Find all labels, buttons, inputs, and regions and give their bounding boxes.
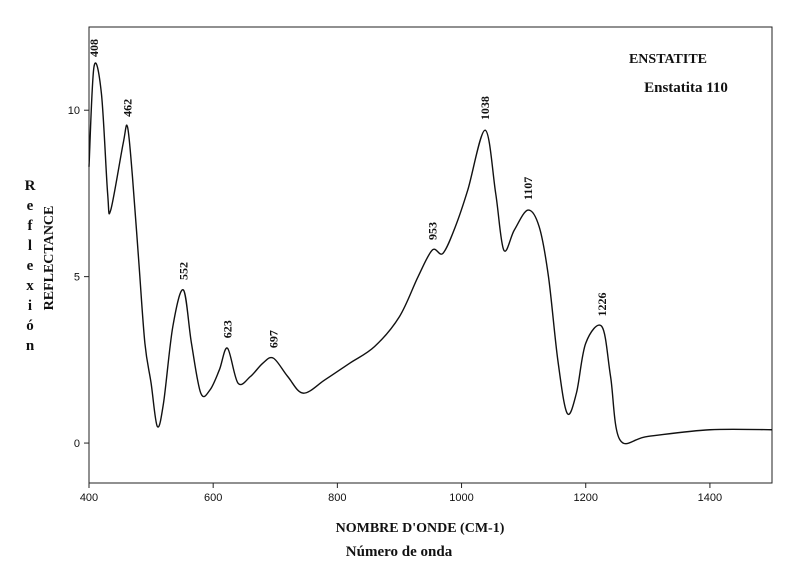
x-tick-label: 1000 bbox=[449, 492, 473, 504]
x-tick-label: 1200 bbox=[573, 492, 597, 504]
peak-label: 1107 bbox=[521, 177, 535, 200]
peak-label: 953 bbox=[425, 222, 439, 240]
peak-label: 408 bbox=[87, 39, 101, 57]
x-tick-label: 400 bbox=[80, 492, 98, 504]
peak-label: 1226 bbox=[595, 293, 609, 317]
spectrum-line bbox=[88, 62, 773, 445]
plot-frame bbox=[88, 26, 773, 484]
y-tick-label: 5 bbox=[74, 272, 80, 284]
y-tick-label: 0 bbox=[74, 438, 80, 450]
peak-label: 697 bbox=[266, 330, 280, 348]
x-tick-label: 1400 bbox=[698, 492, 722, 504]
x-tick-label: 600 bbox=[204, 492, 222, 504]
peak-label: 1038 bbox=[478, 96, 492, 120]
chart-title: ENSTATITE bbox=[629, 52, 707, 67]
y-axis-label-secondary: Reflexión bbox=[22, 178, 38, 358]
y-axis-label: REFLECTANCE bbox=[42, 206, 57, 311]
x-tick-label: 800 bbox=[328, 492, 346, 504]
peak-label: 623 bbox=[220, 320, 234, 338]
peak-label: 462 bbox=[120, 99, 134, 117]
y-tick-label: 10 bbox=[68, 105, 80, 117]
chart-subtitle: Enstatita 110 bbox=[644, 80, 728, 96]
x-axis-label: NOMBRE D'ONDE (CM-1) bbox=[336, 521, 505, 536]
peak-label: 552 bbox=[176, 262, 190, 280]
x-axis-label-secondary: Número de onda bbox=[346, 544, 453, 560]
